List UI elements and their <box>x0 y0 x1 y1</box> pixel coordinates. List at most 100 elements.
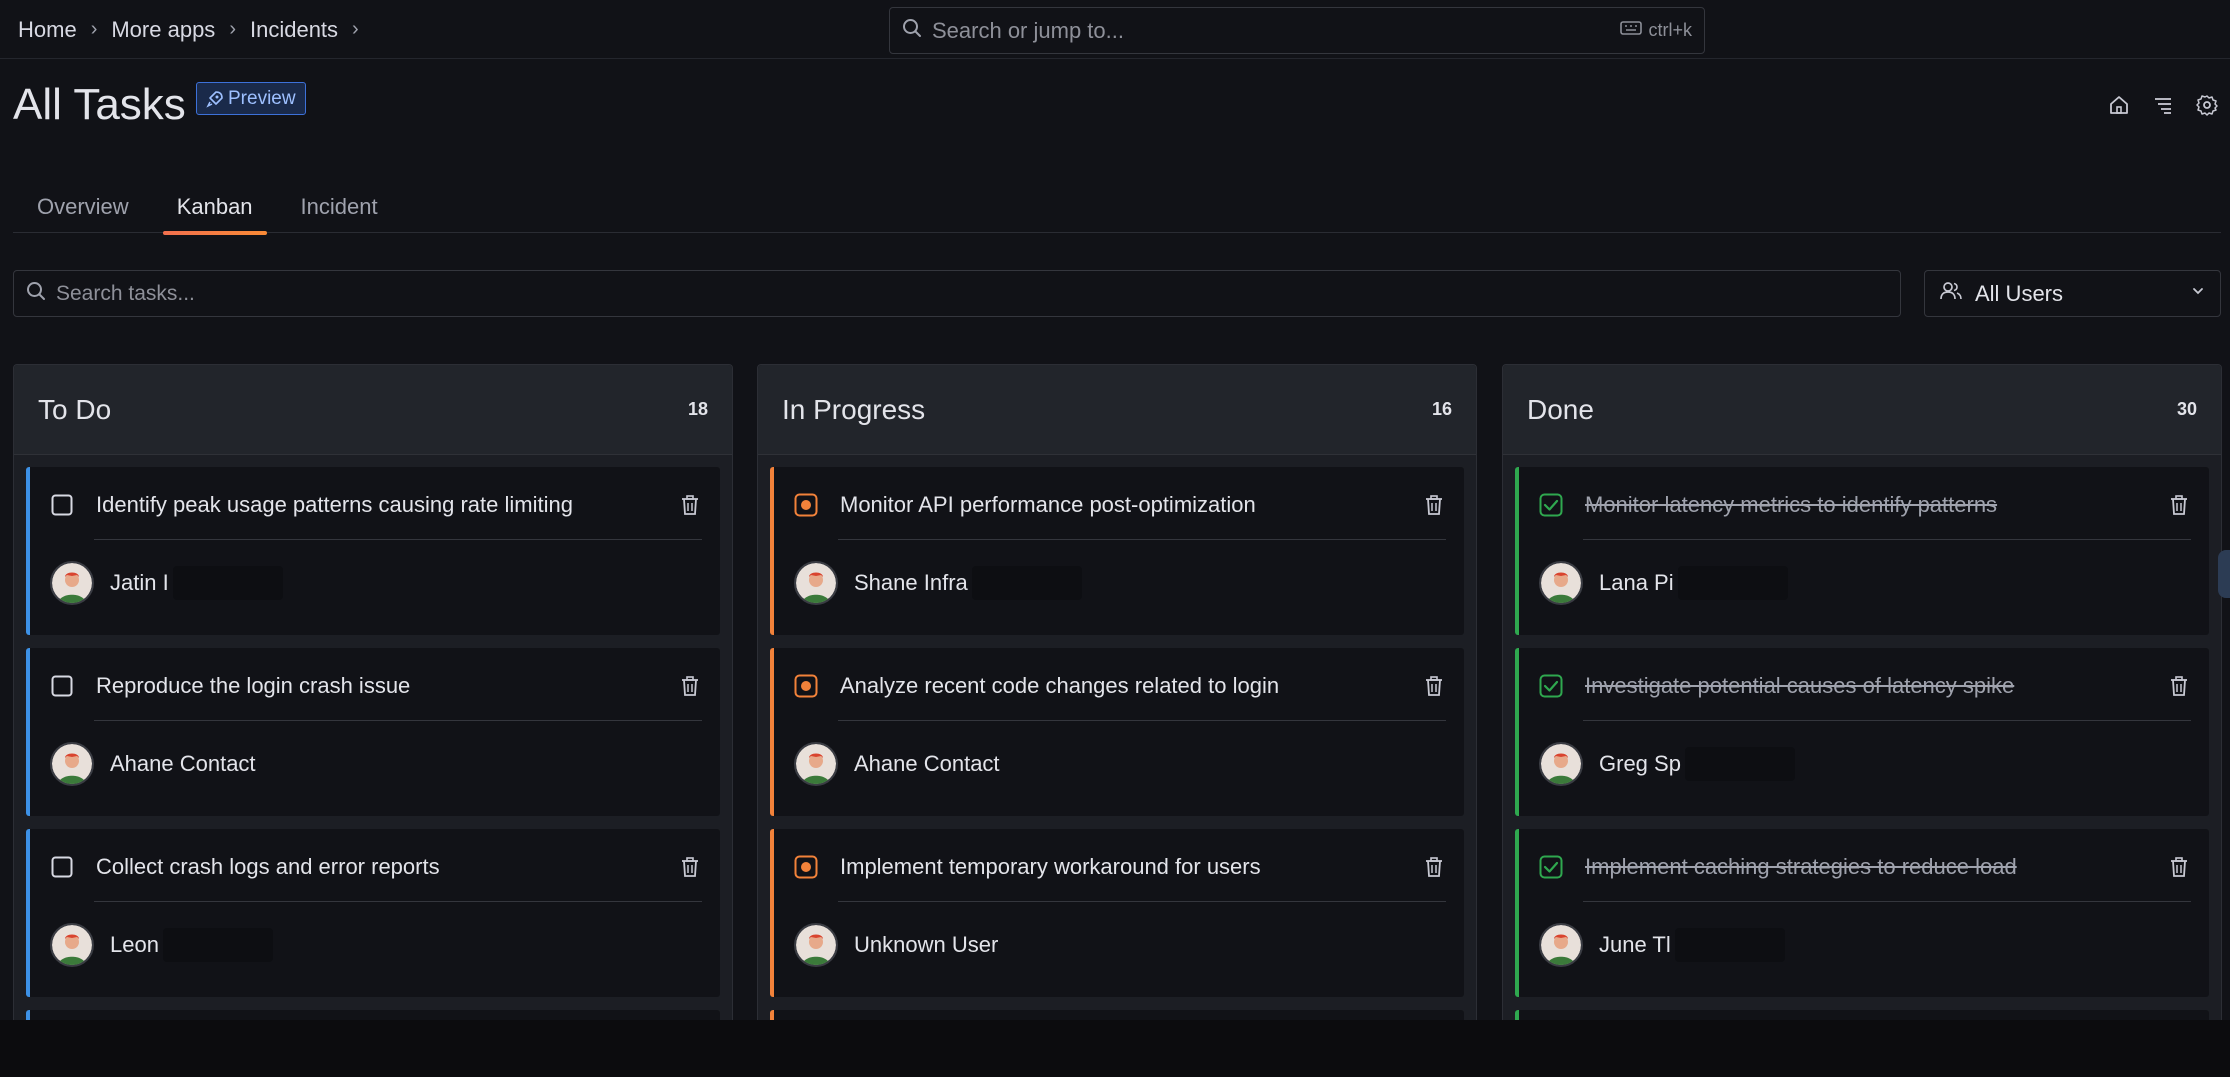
checked-icon[interactable] <box>1539 855 1563 879</box>
in-progress-icon[interactable] <box>794 855 818 879</box>
task-card[interactable]: Monitor latency metrics to identify patt… <box>1515 467 2209 635</box>
task-title: Reproduce the login crash issue <box>96 672 411 698</box>
column-title: Done <box>1527 393 1594 425</box>
assignee-name: Unknown User <box>854 932 999 957</box>
trash-icon[interactable] <box>2167 855 2191 879</box>
trash-icon[interactable] <box>678 674 702 698</box>
breadcrumb-home[interactable]: Home <box>18 16 77 42</box>
search-icon <box>26 281 46 306</box>
avatar <box>50 561 94 605</box>
trash-icon[interactable] <box>2167 674 2191 698</box>
card-divider <box>1583 720 2191 721</box>
checked-icon[interactable] <box>1539 493 1563 517</box>
card-divider <box>838 720 1446 721</box>
redacted-block <box>162 928 273 962</box>
redacted-block <box>1674 928 1785 962</box>
chevron-down-icon <box>2190 283 2206 304</box>
task-card[interactable] <box>1515 1010 2209 1020</box>
assignee-name: Greg Sp <box>1599 751 1681 776</box>
global-search-placeholder: Search or jump to... <box>932 17 1124 43</box>
side-panel-handle[interactable] <box>2218 550 2230 598</box>
redacted-block <box>172 566 283 600</box>
tab-kanban[interactable]: Kanban <box>153 180 277 235</box>
breadcrumb-separator: › <box>352 18 359 40</box>
task-title: Monitor API performance post-optimizatio… <box>840 491 1256 517</box>
avatar <box>794 923 838 967</box>
home-icon[interactable] <box>2106 92 2132 118</box>
card-divider <box>838 539 1446 540</box>
task-card[interactable] <box>770 1010 1464 1020</box>
in-progress-icon[interactable] <box>794 674 818 698</box>
kanban-board: To Do 18 Identify peak usage patterns ca… <box>13 364 2223 1020</box>
checkbox-icon[interactable] <box>50 674 74 698</box>
keyboard-icon <box>1620 20 1643 41</box>
card-divider <box>94 539 702 540</box>
tab-incident[interactable]: Incident <box>300 193 378 219</box>
task-search-input[interactable] <box>56 281 1888 306</box>
preview-badge: Preview <box>196 82 306 115</box>
search-icon <box>902 18 922 43</box>
tab-overview[interactable]: Overview <box>37 193 129 219</box>
redacted-block <box>1677 566 1788 600</box>
assignee-name: Jatin I <box>110 570 169 595</box>
task-title: Analyze recent code changes related to l… <box>840 672 1280 698</box>
assignee-name: June Tl <box>1599 932 1671 957</box>
task-card[interactable]: Implement caching strategies to reduce l… <box>1515 829 2209 997</box>
task-card[interactable]: Identify peak usage patterns causing rat… <box>26 467 720 635</box>
header-actions <box>2106 92 2220 118</box>
card-divider <box>94 720 702 721</box>
page-title: All Tasks <box>13 80 186 129</box>
list-icon[interactable] <box>2150 92 2176 118</box>
task-card[interactable]: Implement temporary workaround for users… <box>770 829 1464 997</box>
task-card[interactable]: Collect crash logs and error reports Leo… <box>26 829 720 997</box>
task-card[interactable]: Reproduce the login crash issue Ahane Co… <box>26 648 720 816</box>
user-filter-value: All Users <box>1975 280 2064 306</box>
rocket-icon <box>206 90 223 108</box>
column-title: In Progress <box>782 393 926 425</box>
column-todo: To Do 18 Identify peak usage patterns ca… <box>13 364 733 1020</box>
card-divider <box>1583 539 2191 540</box>
assignee-name: Ahane Contact <box>854 751 1000 776</box>
bottom-strip <box>0 1020 2230 1077</box>
column-header: In Progress 16 <box>758 365 1476 455</box>
task-card[interactable] <box>26 1010 720 1020</box>
task-search <box>13 270 1901 317</box>
task-card[interactable]: Investigate potential causes of latency … <box>1515 648 2209 816</box>
column-header: To Do 18 <box>14 365 732 455</box>
trash-icon[interactable] <box>1422 855 1446 879</box>
task-card[interactable]: Monitor API performance post-optimizatio… <box>770 467 1464 635</box>
trash-icon[interactable] <box>2167 493 2191 517</box>
view-tabs: Overview Kanban Incident <box>13 180 2221 235</box>
avatar <box>794 561 838 605</box>
redacted-block <box>971 566 1082 600</box>
column-title: To Do <box>38 393 112 425</box>
settings-icon[interactable] <box>2194 92 2220 118</box>
trash-icon[interactable] <box>678 855 702 879</box>
user-filter-select[interactable]: All Users <box>1924 270 2221 317</box>
preview-badge-label: Preview <box>228 87 296 109</box>
assignee-name: Ahane Contact <box>110 751 256 776</box>
column-count: 30 <box>2176 399 2197 419</box>
assignee-name: Shane Infra <box>854 570 968 595</box>
column-done: Done 30 Monitor latency metrics to ident… <box>1502 364 2222 1020</box>
breadcrumb-incidents[interactable]: Incidents <box>249 16 339 42</box>
task-title: Implement caching strategies to reduce l… <box>1585 853 2017 879</box>
column-in-progress: In Progress 16 Monitor API performance p… <box>757 364 1477 1020</box>
shortcut-text: ctrl+k <box>1648 20 1692 40</box>
column-header: Done 30 <box>1503 365 2221 455</box>
breadcrumb-separator: › <box>229 18 236 40</box>
checkbox-icon[interactable] <box>50 855 74 879</box>
global-search[interactable]: Search or jump to... ctrl+k <box>889 7 1705 54</box>
checked-icon[interactable] <box>1539 674 1563 698</box>
redacted-block <box>1684 747 1795 781</box>
task-card[interactable]: Analyze recent code changes related to l… <box>770 648 1464 816</box>
trash-icon[interactable] <box>1422 493 1446 517</box>
in-progress-icon[interactable] <box>794 493 818 517</box>
avatar <box>50 742 94 786</box>
trash-icon[interactable] <box>1422 674 1446 698</box>
users-icon <box>1939 280 1963 307</box>
trash-icon[interactable] <box>678 493 702 517</box>
assignee-name: Leon <box>110 932 159 957</box>
breadcrumb-more-apps[interactable]: More apps <box>111 16 216 42</box>
checkbox-icon[interactable] <box>50 493 74 517</box>
